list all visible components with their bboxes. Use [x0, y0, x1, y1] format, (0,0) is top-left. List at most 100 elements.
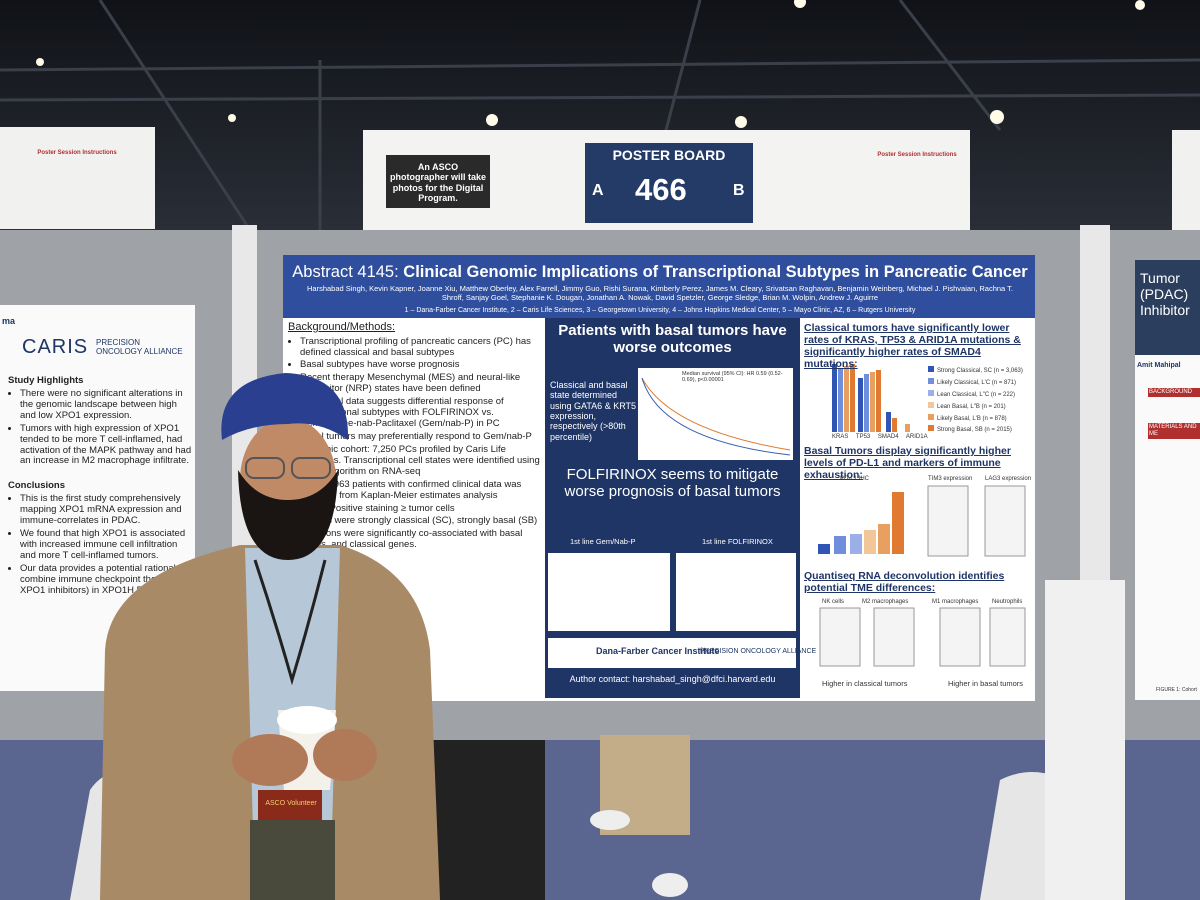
- plot-title: NK cells: [822, 599, 845, 605]
- legend-entry: Strong Classical, SC (n = 3,063): [928, 366, 1033, 375]
- legend-label: Likely Basal, L'B (n = 878): [937, 415, 1007, 422]
- km-label: Median survival (95% CI): HR 0.59 (0.52-…: [682, 371, 783, 384]
- legend-swatch: [928, 401, 934, 408]
- hand: [313, 729, 377, 781]
- board-number: 466: [635, 172, 687, 207]
- right-poster-header: [1135, 260, 1200, 355]
- authors: Harshabad Singh, Kevin Kapner, Joanne Xi…: [306, 284, 1014, 302]
- sign-instructions: Poster Session Instructions: [37, 150, 117, 156]
- plot-title: TIM3 expression: [928, 476, 973, 482]
- board-number-box: [585, 143, 753, 223]
- plot-title: LAG3 expression: [985, 476, 1032, 482]
- box-plot: [927, 485, 969, 557]
- bullet: Transcriptional profiling of pancreatic …: [300, 336, 542, 359]
- lanyard: [253, 559, 327, 686]
- km-plot: [638, 368, 793, 460]
- bullet: Preclinical data suggests differential r…: [300, 396, 542, 430]
- bullet: Mutations were significantly co-associat…: [300, 528, 542, 551]
- author: Amit Mahipal: [1137, 362, 1181, 369]
- logo-text: Dana-Farber Cancer Institute: [596, 646, 720, 656]
- bullet: Basal tumors may preferentially respond …: [300, 431, 542, 443]
- ceiling-lights: [36, 0, 1145, 128]
- sign-stand: [1045, 580, 1125, 900]
- legend-label: Likely Classical, L'C (n = 871): [937, 379, 1017, 386]
- section-heading: MATERIALS AND ME: [1148, 423, 1200, 439]
- logo-strip: [548, 638, 796, 668]
- legend-swatch: [928, 425, 934, 432]
- caption: FIGURE 1: Cohort: [1156, 687, 1197, 693]
- brand-sub: PRECISION ONCOLOGY ALLIANCE: [96, 338, 183, 357]
- section-heading: Conclusions: [8, 480, 66, 492]
- bullet: Tumors with high expression of XPO1 tend…: [20, 423, 193, 468]
- shoe: [652, 873, 688, 897]
- photographer-note: An ASCO photographer will take photos fo…: [390, 162, 487, 204]
- legend-label: Lean Classical, L"C (n = 222): [937, 391, 1016, 398]
- photographer-box: [386, 155, 490, 208]
- abstract-number: Abstract 4145:: [292, 263, 399, 281]
- plot-title: 1st line Gem/Nab-P: [570, 537, 636, 546]
- trusses: [0, 0, 1200, 231]
- center-text: Classical and basal state determined usi…: [550, 380, 637, 442]
- bullet: We found that high XPO1 is associated wi…: [20, 528, 193, 562]
- bullet: There were no significant alterations in…: [20, 388, 193, 422]
- legend-entry: Likely Basal, L'B (n = 878): [928, 413, 1033, 423]
- center-heading: FOLFIRINOX seems to mitigate worse progn…: [564, 466, 781, 501]
- title: Clinical Genomic Implications of Transcr…: [403, 263, 1028, 281]
- brand: CARIS: [22, 336, 89, 358]
- legend-entry: Strong Basal, SB (n = 2015): [928, 425, 1033, 434]
- plot-title: 1st line FOLFIRINOX: [702, 537, 773, 546]
- legend-swatch: [928, 377, 934, 384]
- badge: [258, 790, 322, 820]
- bullet: Cohort: 963 patients with confirmed clin…: [300, 479, 542, 502]
- board-side: A: [592, 182, 604, 199]
- legend-swatch: [928, 413, 934, 420]
- bullet: Our data provides a potential rationale …: [20, 563, 193, 597]
- cut-title: Tumor (PDAC) Inhibitor: [1140, 270, 1190, 319]
- km-plot: [548, 553, 670, 631]
- legend: Strong Classical, SC (n = 3,063) Likely C…: [928, 366, 1033, 437]
- trousers: [250, 820, 335, 900]
- caption: Higher in classical tumors: [822, 679, 908, 688]
- center-heading: Patients with basal tumors have worse ou…: [558, 322, 787, 357]
- section-heading: Background/Methods:: [288, 321, 396, 333]
- gene-labels: KRAS TP53 SMAD4 ARID1A: [832, 434, 928, 440]
- mutation-bars: [832, 364, 910, 432]
- shoe: [590, 810, 630, 830]
- plot-title: M1 macrophages: [932, 599, 979, 605]
- bullet-list: There were no significant alterations in…: [8, 388, 193, 468]
- right-heading: Classical tumors have significantly lowe…: [804, 322, 1021, 371]
- sign-instructions: Poster Session Instructions: [877, 152, 957, 158]
- hand: [232, 734, 308, 786]
- cut-title: ma: [2, 316, 16, 326]
- beard: [238, 470, 338, 560]
- plot-title: PD-L1 IHC: [840, 476, 870, 482]
- bullet: Tumors were strongly classical (SC), str…: [300, 516, 542, 527]
- plot-title: M2 macrophages: [862, 599, 909, 605]
- bullet-list: This is the first study comprehensively …: [8, 493, 193, 597]
- right-heading: Basal Tumors display significantly highe…: [804, 445, 1011, 482]
- tme-plots: [819, 607, 1026, 667]
- badge-label: ASCO Volunteer: [265, 800, 317, 807]
- poster-title-bar: [283, 255, 1035, 318]
- km-curve: [641, 377, 791, 451]
- km-plot: [676, 553, 796, 631]
- right-heading: Quantiseq RNA deconvolution identifies p…: [804, 570, 1005, 595]
- logo-text: PRECISION ONCOLOGY ALLIANCE: [700, 648, 817, 655]
- glasses: [291, 457, 331, 479]
- plot-title: Neutrophils: [992, 599, 1023, 605]
- bullet: Basal subtypes have worse prognosis: [300, 360, 542, 371]
- glasses: [245, 457, 285, 479]
- poster-title: Abstract 4145: Clinical Genomic Implicat…: [290, 263, 1030, 282]
- board-label: POSTER BOARD: [612, 147, 726, 163]
- legend-label: Lean Basal, L"B (n = 201): [937, 403, 1006, 410]
- left-column: Background/Methods: Transcriptional prof…: [288, 321, 542, 553]
- section-heading: BACKGROUND: [1148, 388, 1200, 397]
- legend-entry: Lean Classical, L"C (n = 222): [928, 389, 1033, 399]
- legend-entry: Likely Classical, L'C (n = 871): [928, 377, 1033, 387]
- affiliations: 1 – Dana-Farber Cancer Institute, 2 – Ca…: [404, 307, 916, 314]
- legend-swatch: [928, 366, 934, 372]
- section-heading: Study Highlights: [8, 375, 84, 386]
- legend-label: Strong Classical, SC (n = 3,063): [937, 368, 1023, 374]
